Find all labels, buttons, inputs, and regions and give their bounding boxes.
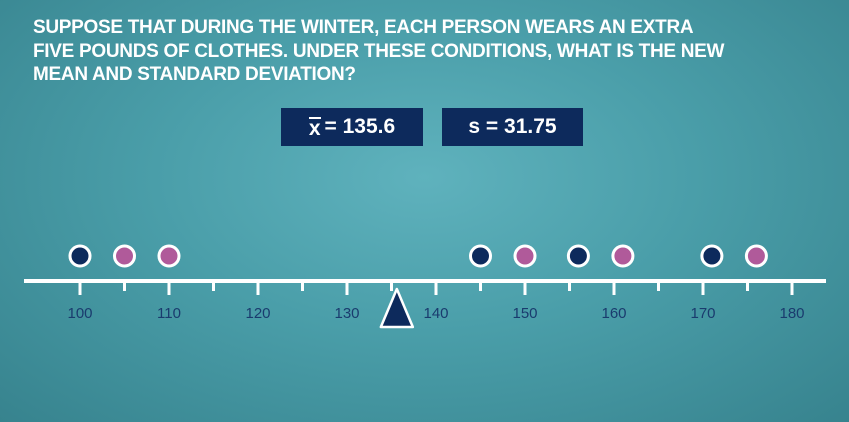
tick-label: 140 — [423, 305, 448, 322]
navy-data-point — [566, 244, 590, 268]
tick-label: 120 — [245, 305, 270, 322]
mean-symbol: x — [308, 116, 321, 140]
tick-label: 170 — [690, 305, 715, 322]
tick-label: 110 — [157, 305, 181, 322]
standard-deviation-value: s = 31.75 — [468, 115, 557, 138]
standard-deviation-box: s = 31.75 — [442, 108, 583, 146]
tick-label: 150 — [512, 305, 537, 322]
navy-data-point — [469, 244, 492, 268]
question-line-2: FIVE POUNDS OF CLOTHES. UNDER THESE COND… — [33, 40, 725, 62]
mean-marker-triangle — [379, 287, 415, 329]
mean-box: x = 135.6 — [281, 108, 423, 146]
purple-data-point — [113, 244, 136, 268]
mean-value: = 135.6 — [324, 115, 396, 138]
question-text: SUPPOSE THAT DURING THE WINTER, EACH PER… — [33, 16, 833, 87]
purple-data-point — [157, 244, 181, 268]
tick-label: 100 — [67, 305, 92, 322]
tick-label: 180 — [779, 305, 804, 322]
tick-label: 130 — [334, 305, 359, 322]
question-line-3: MEAN AND STANDARD DEVIATION? — [33, 64, 356, 85]
navy-data-point — [68, 244, 92, 268]
purple-data-point — [513, 244, 537, 268]
tick-label: 160 — [601, 305, 626, 322]
question-line-1: SUPPOSE THAT DURING THE WINTER, EACH PER… — [33, 17, 694, 38]
purple-data-point — [744, 244, 768, 268]
navy-data-point — [700, 244, 724, 268]
purple-data-point — [611, 244, 635, 268]
